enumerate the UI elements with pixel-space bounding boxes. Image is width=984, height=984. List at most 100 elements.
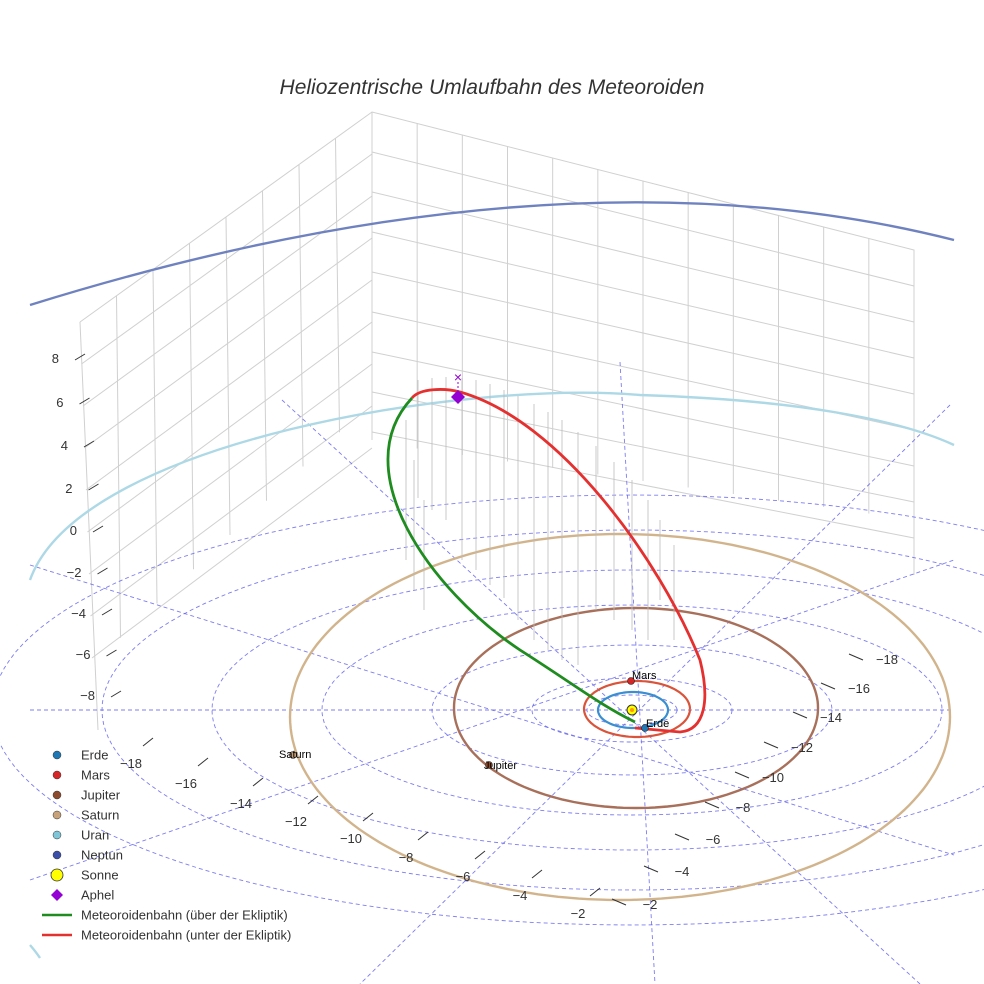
axis-ticks: 86420−2−4−6−8−18−16−14−12−10−8−6−4−2−18−…	[52, 351, 898, 921]
sun-core	[630, 708, 634, 712]
x-tick-mark	[417, 831, 429, 841]
jupiter-label: Jupiter	[484, 760, 517, 772]
x-tick-label: −18	[120, 756, 142, 771]
legend-label: Aphel	[81, 888, 114, 903]
meteoroid-above	[386, 397, 636, 724]
y-tick-label: −4	[675, 864, 690, 879]
legend-label: Meteoroidenbahn (unter der Ekliptik)	[81, 928, 291, 943]
legend-item: Meteoroidenbahn (unter der Ekliptik)	[42, 928, 291, 943]
z-tick-mark	[74, 353, 86, 361]
y-tick-label: −6	[706, 832, 721, 847]
grid-line	[91, 447, 373, 659]
aphel-cross: ×	[454, 369, 462, 385]
legend-label: Neptun	[81, 848, 123, 863]
mars-label: Mars	[632, 670, 657, 682]
y-tick-label: −18	[876, 652, 898, 667]
z-tick-mark	[106, 649, 117, 657]
y-tick-mark	[734, 771, 750, 779]
erde-label: Erde	[646, 718, 669, 730]
grid-line	[262, 190, 267, 501]
grid-ray	[29, 559, 955, 881]
meteoroid-stems	[405, 377, 675, 665]
z-tick-mark	[88, 483, 99, 491]
grid-line	[90, 405, 373, 617]
box-edge	[79, 111, 915, 575]
axis-box	[79, 111, 915, 731]
z-tick-label: 6	[56, 395, 63, 410]
legend-dot	[52, 790, 62, 800]
jupiter-orbit	[452, 606, 820, 810]
erde-orbit	[596, 690, 670, 730]
z-tick-label: −6	[76, 647, 91, 662]
box-edge	[79, 321, 99, 731]
x-tick-mark	[531, 869, 543, 879]
x-tick-mark	[197, 757, 209, 767]
grid-ray	[359, 404, 951, 984]
x-tick-label: −14	[230, 796, 252, 811]
y-tick-mark	[674, 833, 690, 841]
y-tick-mark	[643, 865, 659, 873]
x-tick-mark	[307, 795, 319, 805]
z-tick-label: −2	[67, 565, 82, 580]
uran-orbit	[28, 391, 955, 581]
legend-dot	[52, 830, 62, 840]
y-tick-label: −12	[791, 740, 813, 755]
grid-line	[85, 279, 373, 491]
x-tick-mark	[142, 737, 154, 747]
grid-line	[298, 164, 304, 467]
y-tick-label: −8	[736, 800, 751, 815]
markers: × Erde Mars Jupiter Saturn	[279, 369, 669, 772]
y-tick-mark	[792, 711, 808, 719]
grid-line	[371, 231, 915, 359]
legend-item: Erde	[52, 748, 108, 763]
legend-item: Aphel	[51, 888, 114, 903]
z-tick-label: −4	[71, 606, 86, 621]
grid-line	[371, 151, 915, 287]
legend: Erde Mars Jupiter Saturn Uran Neptun Sonne Aphe…	[42, 748, 291, 943]
grid-line	[189, 243, 194, 570]
legend-item: Jupiter	[52, 788, 121, 803]
legend-dot	[52, 770, 62, 780]
neptun-orbit	[29, 201, 955, 307]
saturn-marker	[289, 751, 297, 759]
z-tick-mark	[92, 525, 104, 533]
legend-item: Uran	[52, 828, 109, 843]
grid-ray	[281, 399, 921, 984]
meteoroid-below	[410, 388, 707, 734]
y-tick-mark	[763, 741, 779, 749]
z-tick-mark	[101, 608, 113, 616]
ecliptic-grid	[0, 361, 984, 984]
saturn-label: Saturn	[279, 749, 311, 761]
grid-line	[371, 351, 915, 467]
chart-title: Heliozentrische Umlaufbahn des Meteoroid…	[280, 76, 705, 99]
legend-label: Saturn	[81, 808, 119, 823]
legend-dot	[52, 810, 62, 820]
y-tick-mark	[704, 801, 720, 809]
x-tick-label: −10	[340, 831, 362, 846]
x-tick-label: −16	[175, 776, 197, 791]
z-tick-mark	[110, 690, 122, 698]
z-tick-label: 4	[61, 438, 68, 453]
y-tick-label: −2	[643, 897, 658, 912]
legend-label: Sonne	[81, 868, 119, 883]
z-tick-label: 8	[52, 351, 59, 366]
jupiter-marker	[485, 761, 493, 769]
grid-ring	[321, 604, 943, 816]
legend-item: Neptun	[52, 848, 123, 863]
legend-item: Sonne	[50, 868, 119, 883]
y-tick-label: −10	[762, 770, 784, 785]
legend-sun	[50, 868, 64, 882]
y-tick-mark	[848, 653, 864, 661]
grid-ray	[29, 564, 955, 856]
uran-orbit-tail	[29, 944, 41, 959]
legend-item: Meteoroidenbahn (über der Ekliptik)	[42, 908, 288, 923]
legend-label: Meteoroidenbahn (über der Ekliptik)	[81, 908, 288, 923]
x-tick-label: −6	[456, 869, 471, 884]
grid-line	[84, 237, 373, 449]
z-tick-label: −8	[80, 688, 95, 703]
y-tick-label: −14	[820, 710, 842, 725]
grid-line	[371, 191, 915, 323]
y-tick-label: −16	[848, 681, 870, 696]
z-tick-label: 0	[70, 523, 77, 538]
